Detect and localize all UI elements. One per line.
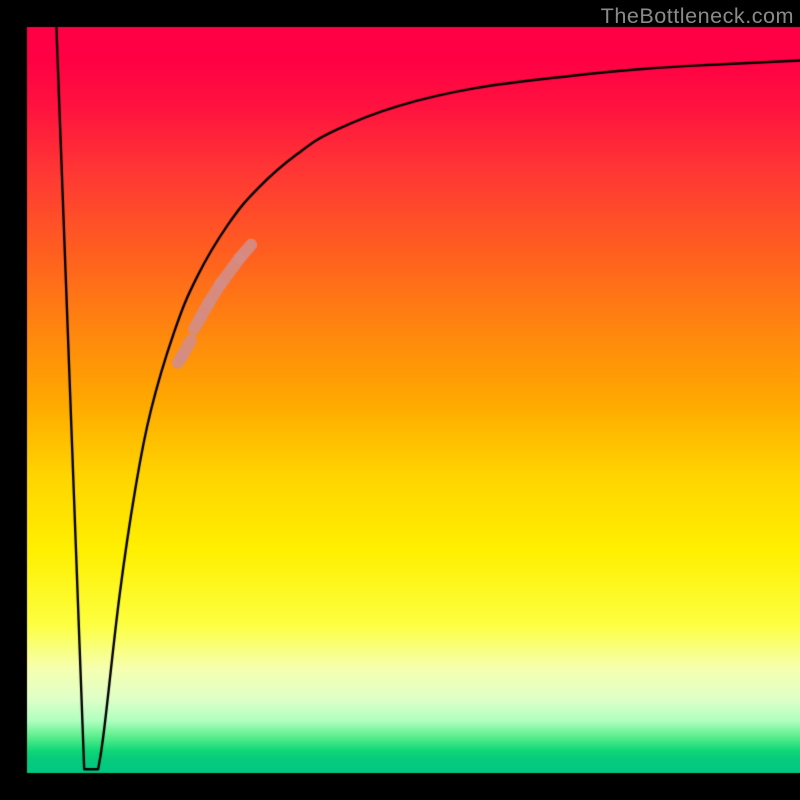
attribution-text: TheBottleneck.com — [601, 3, 794, 29]
curve-canvas — [0, 0, 800, 800]
